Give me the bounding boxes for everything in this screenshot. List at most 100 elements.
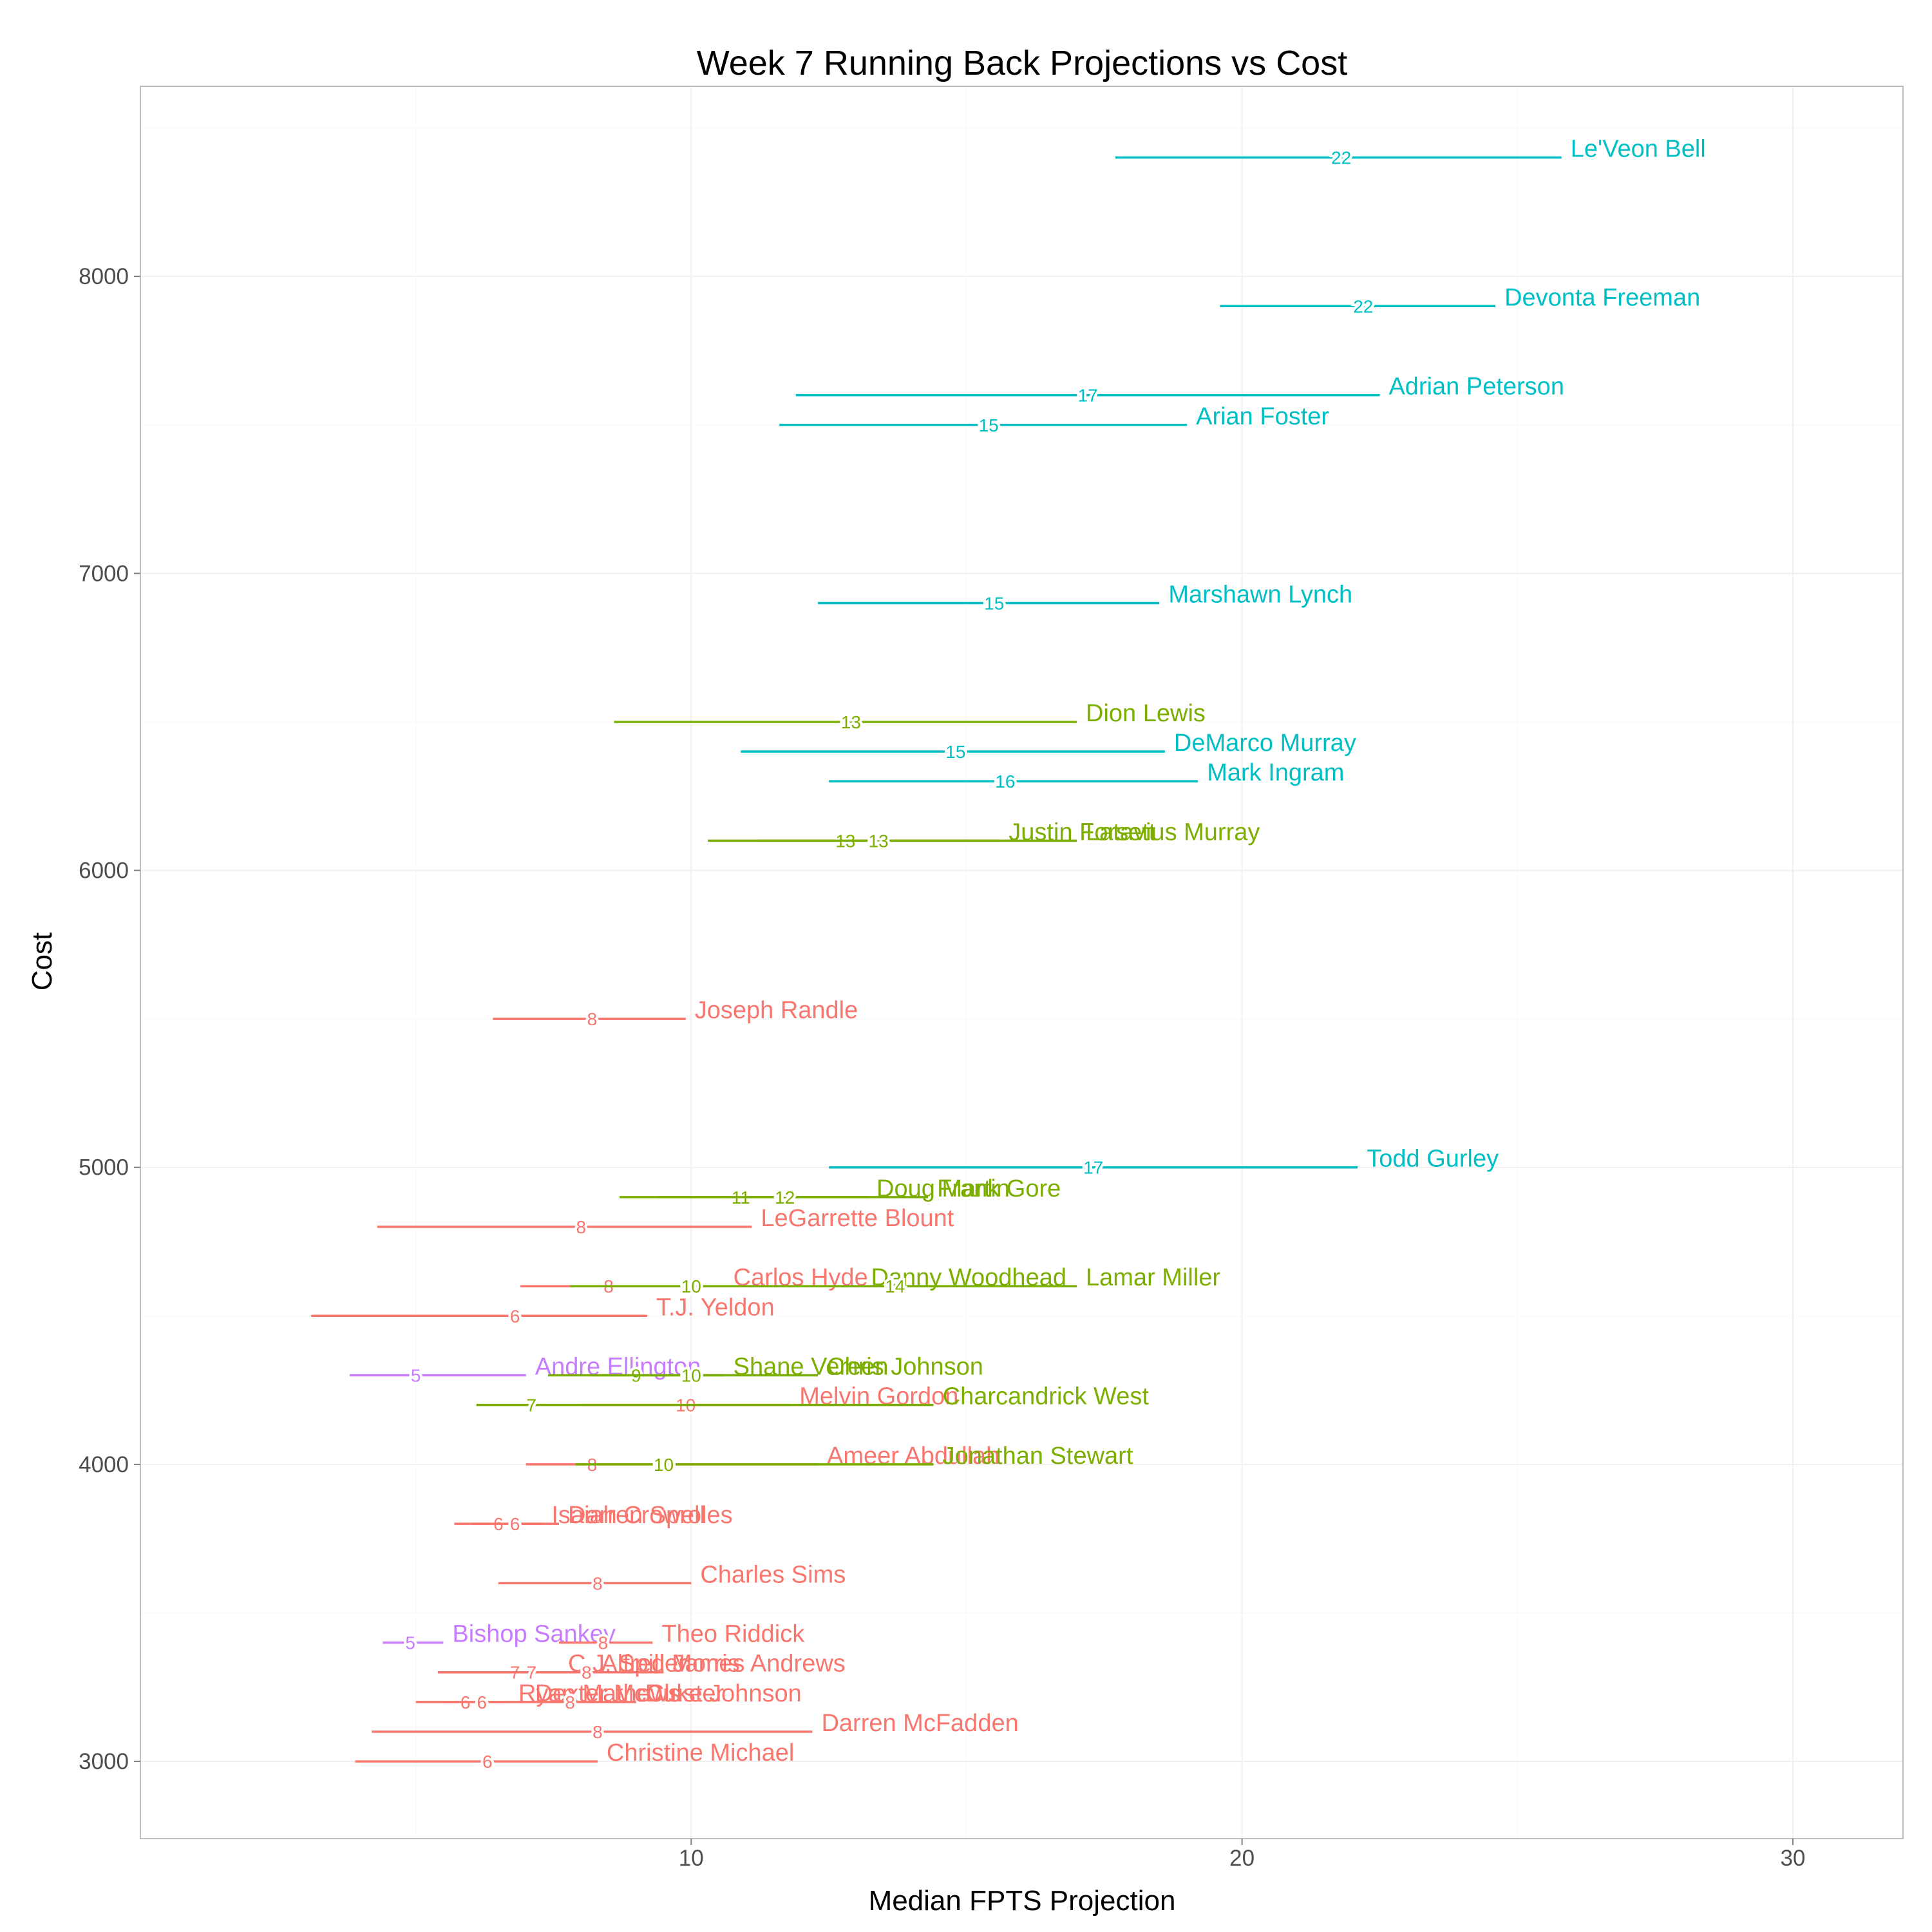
median-label: 10 [681,1276,701,1296]
player-name-label: T.J. Yeldon [656,1294,775,1321]
player-name-label: Theo Riddick [661,1621,805,1648]
y-tick-label: 4000 [79,1452,129,1477]
median-label: 15 [984,593,1004,613]
player-name-label: Latavius Murray [1086,819,1260,846]
player-point: 8 Theo Riddick [559,1621,805,1656]
median-label: 10 [681,1366,701,1386]
median-label: 22 [1353,296,1373,316]
median-label: 6 [510,1514,520,1534]
player-point: 10 Chris Johnson [592,1354,983,1388]
median-label: 15 [979,415,999,435]
median-label: 10 [654,1455,674,1475]
y-tick-label: 5000 [79,1155,129,1180]
y-tick-label: 3000 [79,1749,129,1774]
median-label: 17 [1083,1158,1103,1178]
x-tick-label: 10 [679,1846,704,1871]
player-point: 8 Joseph Randle [493,997,858,1032]
player-point: 6 Isaiah Crowell [454,1502,705,1537]
player-name-label: Darren Sproles [568,1502,733,1529]
player-point: 14 Lamar Miller [724,1264,1220,1299]
player-point: 15 Arian Foster [779,403,1329,438]
player-point: 8 Duke Johnson [520,1680,802,1715]
median-label: 8 [565,1692,575,1712]
player-point: 17 Todd Gurley [829,1146,1499,1180]
player-point: 16 Mark Ingram [829,759,1344,794]
player-name-label: Todd Gurley [1367,1146,1499,1173]
median-label: 6 [477,1692,488,1712]
player-name-label: Joseph Randle [695,997,858,1024]
median-label: 12 [775,1188,795,1208]
player-point: 15 Marshawn Lynch [818,581,1352,616]
player-name-label: James Andrews [673,1651,846,1678]
player-name-label: Lamar Miller [1086,1264,1220,1291]
median-label: 8 [592,1573,603,1593]
median-label: 15 [945,742,965,762]
chart-title: Week 7 Running Back Projections vs Cost [697,44,1347,82]
player-point: 22 Le'Veon Bell [1115,136,1706,171]
median-label: 8 [582,1663,592,1683]
median-label: 5 [405,1633,415,1653]
plot-border [140,86,1904,1839]
player-name-label: Le'Veon Bell [1571,136,1706,163]
median-label: 8 [592,1722,603,1742]
median-label: 8 [587,1009,598,1029]
player-point: 22 Devonta Freeman [1220,284,1700,319]
player-name-label: Adrian Peterson [1388,374,1564,401]
y-tick-label: 6000 [79,858,129,884]
player-point: 8 James Andrews [553,1651,846,1685]
x-axis-title: Median FPTS Projection [869,1885,1176,1917]
player-point: 13 Latavius Murray [757,819,1260,853]
player-point: 6 T.J. Yeldon [311,1294,775,1329]
player-name-label: Mark Ingram [1207,759,1344,786]
median-label: 5 [411,1366,421,1386]
median-label: 17 [1078,386,1098,406]
player-name-label: Jonathan Stewart [943,1443,1133,1470]
player-point: 15 DeMarco Murray [741,730,1356,764]
median-label: 7 [526,1663,536,1683]
player-point: 6 Darren Sproles [471,1502,733,1537]
median-label: 8 [576,1217,586,1237]
player-point: 17 Adrian Peterson [795,374,1564,408]
player-point: 7 Alfred Morris [471,1651,740,1685]
median-label: 6 [510,1306,520,1326]
axis-ticks: 10 20 30 3000 4000 5000 6000 7000 8000 [79,264,1805,1871]
player-name-label: Frank Gore [937,1175,1061,1202]
player-name-label: Christine Michael [607,1739,794,1766]
y-axis-title: Cost [26,933,58,990]
median-label: 7 [526,1396,536,1416]
player-name-label: Charles Sims [700,1561,846,1588]
player-name-label: Duke Johnson [645,1680,802,1707]
median-label: 13 [841,712,861,732]
median-label: 13 [869,831,889,851]
player-point: 8 Darren McFadden [372,1710,1019,1745]
player-point: 6 Christine Michael [355,1739,794,1774]
player-name-label: Marshawn Lynch [1168,581,1352,608]
player-name-label: DeMarco Murray [1174,730,1356,757]
player-point: 8 LeGarrette Blount [377,1205,954,1240]
player-point: 12 Frank Gore [658,1175,1061,1210]
player-name-label: Isaiah Crowell [551,1502,705,1529]
player-point: 8 Charles Sims [498,1561,846,1596]
player-name-label: LeGarrette Blount [761,1205,954,1232]
median-label: 14 [885,1276,905,1296]
median-label: 16 [995,772,1015,791]
y-tick-label: 8000 [79,264,129,289]
series-layer: 22 Le'Veon Bell 22 Devonta Freeman 17 Adrian … [311,136,1706,1774]
x-tick-label: 30 [1780,1846,1805,1871]
player-name-label: Dion Lewis [1086,700,1206,727]
player-name-label: Darren McFadden [821,1710,1018,1737]
player-name-label: Charcandrick West [943,1383,1150,1410]
median-label: 22 [1331,148,1351,168]
player-point: 13 Dion Lewis [614,700,1206,735]
y-tick-label: 7000 [79,561,129,586]
player-point: 10 Jonathan Stewart [575,1443,1133,1477]
player-name-label: Arian Foster [1196,403,1329,430]
median-label: 6 [482,1752,493,1772]
median-label: 8 [598,1633,609,1653]
x-tick-label: 20 [1229,1846,1255,1871]
player-point: 7 Charcandrick West [476,1383,1150,1418]
player-name-label: Chris Johnson [827,1354,983,1381]
player-name-label: Devonta Freeman [1504,284,1700,311]
